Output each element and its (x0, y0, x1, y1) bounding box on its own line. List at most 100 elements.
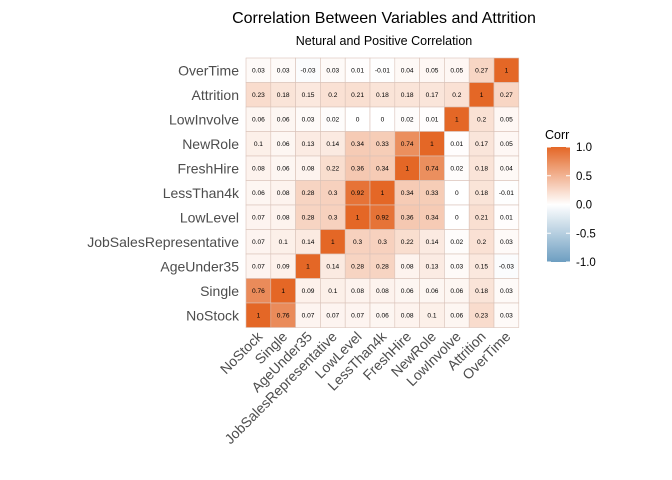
heatmap-cell (344, 82, 371, 108)
cell-value-label: 1 (281, 288, 285, 295)
cell-value-label: 0 (455, 190, 459, 197)
cell-value-label: -0.03 (499, 264, 514, 271)
cell-value-label: 0.01 (500, 215, 513, 222)
legend-tick-label: 0.5 (576, 171, 592, 183)
cell-value-label: 0.03 (326, 68, 339, 75)
cell-value-label: 0.02 (450, 166, 463, 173)
cell-value-label: 0.04 (401, 68, 414, 75)
heatmap-cell (493, 204, 520, 230)
heatmap-cell (493, 278, 520, 304)
cell-value-label: 0.03 (302, 117, 315, 124)
heatmap-cell (245, 155, 272, 181)
legend: Corr 1.0 0.5 0.0 -0.5 -1.0 (545, 128, 596, 269)
cell-value-label: 0.2 (477, 239, 486, 246)
cell-value-label: 0 (455, 215, 459, 222)
cell-value-label: 0.18 (376, 92, 389, 99)
heatmap-cell (394, 253, 420, 279)
heatmap-cell (369, 106, 396, 132)
y-tick-label: LessThan4k (163, 185, 240, 201)
cell-value-label: 0.1 (254, 141, 263, 148)
heatmap-cell (245, 106, 272, 132)
heatmap-cell (270, 57, 296, 83)
cell-value-label: 0.08 (277, 215, 290, 222)
cell-value-label: 0.28 (302, 215, 315, 222)
cell-value-label: 0.06 (277, 117, 290, 124)
legend-colorbar (547, 147, 570, 262)
y-tick-label: Single (200, 283, 239, 299)
cell-value-label: 0.03 (450, 264, 463, 271)
cell-value-label: 0.92 (376, 215, 389, 222)
heatmap-cell (419, 302, 445, 328)
cell-value-label: 0.15 (475, 264, 488, 271)
cell-value-label: 0.07 (252, 264, 265, 271)
heatmap-cell (444, 253, 470, 279)
y-tick-label: NewRole (182, 136, 239, 152)
legend-tick-label: 1.0 (576, 142, 592, 154)
heatmap-cell (245, 57, 272, 83)
legend-tick-label: -0.5 (576, 228, 596, 240)
cell-value-label: 0.09 (277, 264, 290, 271)
chart-title: Correlation Between Variables and Attrit… (232, 10, 536, 27)
heatmap-cell (493, 180, 520, 206)
x-axis-labels: NoStockSingleAgeUnder35JobSalesRepresent… (217, 328, 514, 447)
cell-value-label: 0.03 (500, 313, 513, 320)
cell-value-label: 0.18 (401, 92, 414, 99)
cell-value-label: 0.13 (426, 264, 439, 271)
heatmap-cell (394, 229, 420, 255)
heatmap-cell (394, 131, 420, 157)
cell-value-label: 0.06 (277, 166, 290, 173)
cell-value-label: 0.02 (450, 239, 463, 246)
cell-value-label: 1 (257, 313, 261, 320)
cell-value-label: 1 (356, 215, 360, 222)
heatmap-cell (394, 106, 420, 132)
cell-value-label: 0 (356, 117, 360, 124)
heatmap-cell (444, 180, 470, 206)
cell-value-label: 0.07 (326, 313, 339, 320)
cell-value-label: 0.07 (252, 215, 265, 222)
legend-title: Corr (545, 128, 569, 142)
cell-value-label: 0.2 (452, 92, 461, 99)
y-tick-label: FreshHire (178, 160, 240, 176)
heatmap-cell (493, 82, 520, 108)
cell-value-label: -0.03 (300, 68, 315, 75)
cell-value-label: 0.06 (277, 141, 290, 148)
heatmap-cell (444, 155, 470, 181)
heatmap-cell (369, 204, 396, 230)
heatmap-cell (320, 131, 346, 157)
heatmap-cell (468, 82, 495, 108)
cell-value-label: 0.36 (401, 215, 414, 222)
cell-value-label: 0.01 (426, 117, 439, 124)
cell-value-label: 0.17 (426, 92, 439, 99)
heatmap-cell (369, 57, 396, 83)
cell-value-label: 0.03 (252, 68, 265, 75)
y-tick-label: NoStock (186, 307, 240, 323)
cell-value-label: 0.14 (302, 239, 315, 246)
cell-value-label: 0.34 (426, 215, 439, 222)
cell-value-label: 0.3 (353, 239, 362, 246)
cell-value-label: 1 (505, 68, 509, 75)
heatmap-cell (344, 229, 371, 255)
heatmap-cells (245, 57, 520, 328)
cell-value-label: 0.05 (500, 117, 513, 124)
heatmap-cell (394, 204, 420, 230)
heatmap-cell (270, 302, 296, 328)
heatmap-cell (394, 155, 420, 181)
heatmap-cell (444, 131, 470, 157)
cell-value-label: 0.06 (450, 288, 463, 295)
cell-value-label: 0.27 (475, 68, 488, 75)
heatmap-cell (419, 278, 445, 304)
cell-value-label: 0.08 (351, 288, 364, 295)
heatmap-cell (468, 204, 495, 230)
heatmap-cell (369, 82, 396, 108)
cell-value-label: 0.28 (351, 264, 364, 271)
cell-value-label: 0.3 (378, 239, 387, 246)
heatmap-cell (295, 204, 321, 230)
cell-value-label: 0.02 (326, 117, 339, 124)
cell-value-label: 0.06 (376, 313, 389, 320)
heatmap-cell (344, 106, 371, 132)
heatmap-cell (270, 155, 296, 181)
cell-value-label: 0.22 (326, 166, 339, 173)
heatmap-cell (245, 229, 272, 255)
heatmap-cell (245, 204, 272, 230)
